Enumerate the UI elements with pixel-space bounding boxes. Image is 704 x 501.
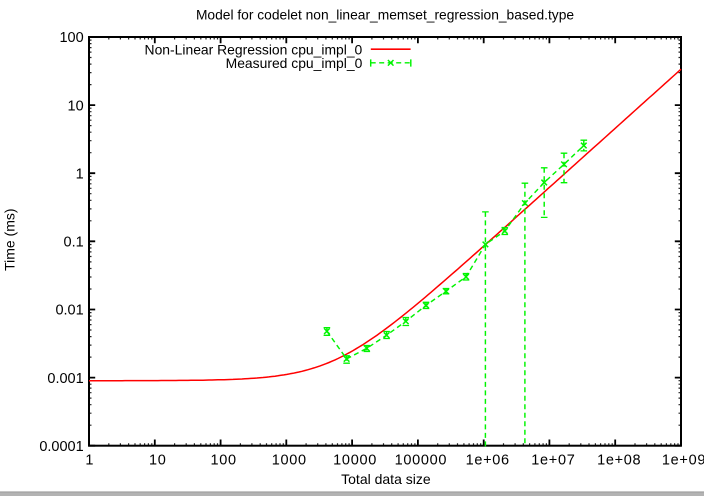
svg-text:0.01: 0.01 bbox=[55, 303, 83, 319]
svg-text:0.0001: 0.0001 bbox=[39, 439, 83, 455]
svg-text:Measured cpu_impl_0: Measured cpu_impl_0 bbox=[226, 55, 363, 71]
svg-text:1e+07: 1e+07 bbox=[531, 452, 575, 468]
svg-text:Model for codelet non_linear_m: Model for codelet non_linear_memset_regr… bbox=[196, 8, 574, 23]
svg-text:1e+06: 1e+06 bbox=[466, 452, 510, 468]
svg-text:1: 1 bbox=[76, 166, 84, 182]
svg-text:10000: 10000 bbox=[333, 452, 377, 468]
svg-text:Total data size: Total data size bbox=[341, 471, 431, 487]
svg-text:0.1: 0.1 bbox=[64, 235, 84, 251]
svg-text:10: 10 bbox=[149, 452, 167, 468]
svg-text:0.001: 0.001 bbox=[47, 371, 83, 387]
svg-text:Non-Linear Regression cpu_impl: Non-Linear Regression cpu_impl_0 bbox=[145, 41, 363, 57]
svg-text:100: 100 bbox=[59, 30, 83, 46]
svg-text:1e+09: 1e+09 bbox=[662, 452, 704, 468]
svg-text:1: 1 bbox=[85, 452, 94, 468]
svg-text:10: 10 bbox=[68, 98, 84, 114]
svg-text:100: 100 bbox=[210, 452, 236, 468]
svg-text:1e+08: 1e+08 bbox=[597, 452, 641, 468]
svg-text:Time (ms): Time (ms) bbox=[1, 208, 17, 270]
svg-text:100000: 100000 bbox=[395, 452, 448, 468]
svg-text:1000: 1000 bbox=[272, 452, 307, 468]
